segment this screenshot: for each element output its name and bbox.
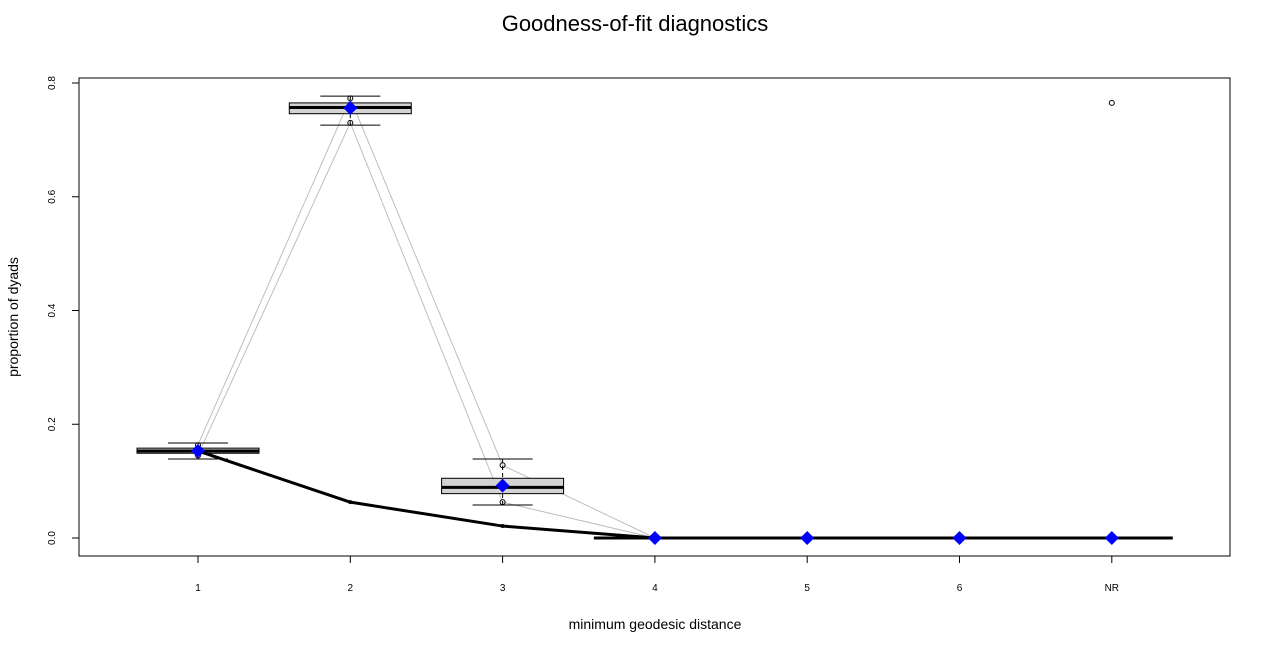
axis-layer: 1 2 3 4 5 6 NR 0.0 0.2 0.4 0.6 0.8 — [47, 76, 1119, 594]
sim-range-line-1 — [197, 97, 656, 539]
mean-diamond — [343, 101, 358, 116]
sim-range-line-0 — [197, 121, 656, 539]
mean-diamond — [191, 443, 205, 458]
x-tick-label: 2 — [348, 583, 354, 594]
outlier-point — [499, 462, 506, 469]
x-tick-label: 6 — [957, 583, 963, 594]
mean-diamond — [952, 531, 967, 545]
x-tick-label: 3 — [500, 583, 506, 594]
y-axis-label: proportion of dyads — [5, 257, 21, 377]
y-tick-label: 0.2 — [47, 417, 58, 431]
boxplot-NR — [1050, 99, 1173, 540]
observed-point — [500, 524, 505, 529]
mean-diamond — [647, 531, 662, 545]
mean-diamond — [1104, 531, 1119, 545]
x-tick-label: NR — [1105, 583, 1119, 594]
plot-frame — [78, 77, 1231, 557]
outlier-point — [347, 95, 354, 102]
outlier-point — [499, 499, 506, 506]
observed-line — [197, 449, 1112, 540]
observed-point — [348, 500, 353, 505]
y-tick-label: 0.8 — [47, 76, 58, 90]
x-tick-label: 1 — [195, 583, 201, 594]
mean-diamond — [495, 478, 510, 493]
x-tick-label: 4 — [652, 583, 658, 594]
x-tick-label: 5 — [804, 583, 810, 594]
y-tick-label: 0.4 — [47, 303, 58, 317]
outlier-point — [1108, 99, 1115, 106]
x-axis-label: minimum geodesic distance — [569, 616, 742, 632]
y-tick-label: 0.6 — [47, 189, 58, 203]
plot-layer — [136, 95, 1173, 545]
y-tick-label: 0.0 — [47, 531, 58, 545]
mean-diamond — [800, 531, 815, 545]
chart-title: Goodness-of-fit diagnostics — [502, 11, 769, 36]
outlier-point — [347, 119, 354, 126]
